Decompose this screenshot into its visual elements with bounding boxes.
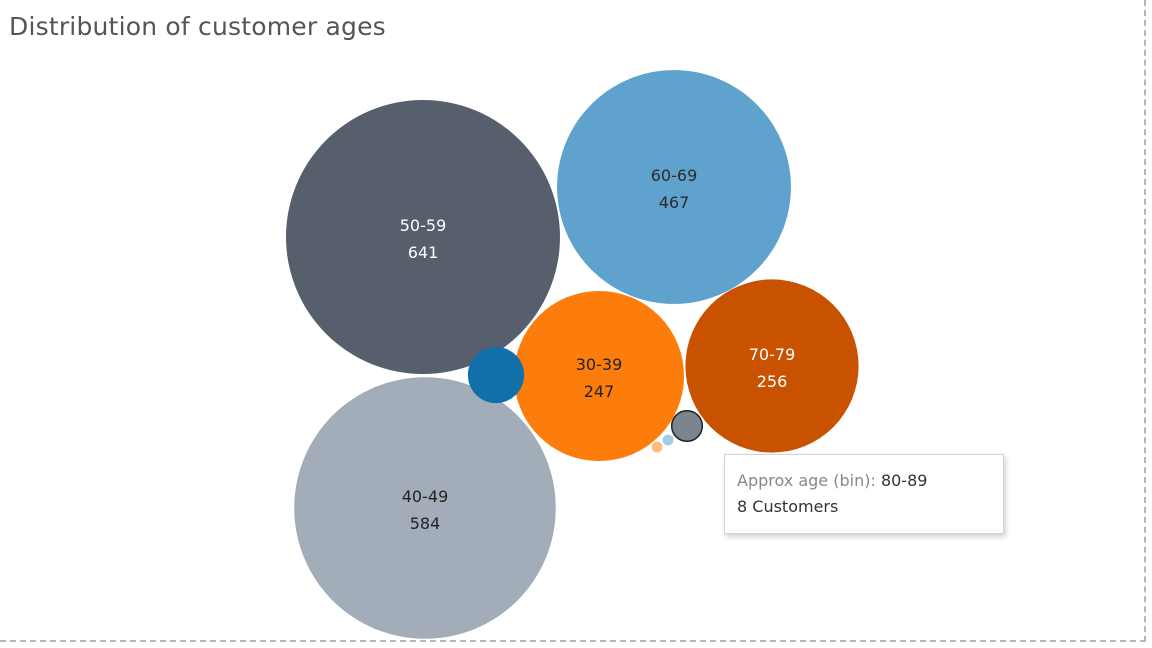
bubble-label-60-69: 60-69: [651, 166, 698, 185]
bubble-50-59[interactable]: [286, 100, 560, 374]
bubble-label-70-79: 70-79: [749, 345, 796, 364]
bubble-30-39[interactable]: [513, 290, 685, 462]
bubble-value-70-79: 256: [757, 372, 788, 391]
bubble-label-40-49: 40-49: [402, 487, 449, 506]
bubble-80-89[interactable]: [670, 409, 704, 443]
tooltip-field-value: 80-89: [880, 471, 928, 490]
bubble-value-60-69: 467: [659, 193, 690, 212]
bubble-20-29[interactable]: [467, 346, 525, 404]
bubble-90-99[interactable]: [662, 434, 674, 446]
bubble-value-40-49: 584: [410, 514, 441, 533]
tooltip-field-row: Approx age (bin): 80-89: [737, 468, 1003, 494]
tooltip: Approx age (bin): 80-89 8 Customers: [724, 454, 1004, 534]
tooltip-field-label: Approx age (bin):: [737, 471, 876, 490]
bubble-60-69[interactable]: [557, 70, 791, 304]
bubble-10-19[interactable]: [651, 441, 663, 453]
bubble-label-30-39: 30-39: [576, 355, 623, 374]
bubble-value-50-59: 641: [408, 243, 439, 262]
bubble-value-30-39: 247: [584, 382, 615, 401]
tooltip-count: 8 Customers: [737, 497, 839, 516]
bubble-label-50-59: 50-59: [400, 216, 447, 235]
chart-title: Distribution of customer ages: [9, 12, 386, 41]
bubble-40-49[interactable]: [294, 377, 556, 639]
bubble-70-79[interactable]: [685, 279, 859, 453]
